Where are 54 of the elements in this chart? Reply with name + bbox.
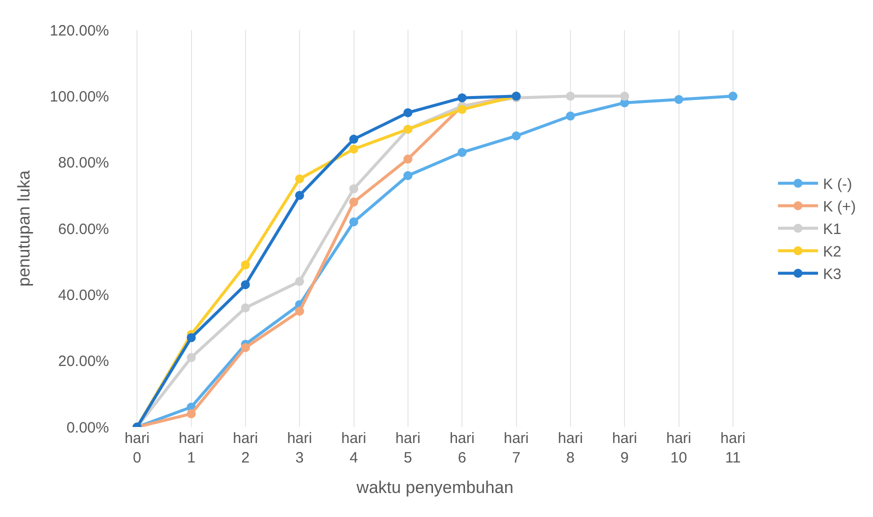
y-tick-label: 20.00% — [58, 353, 109, 370]
point — [349, 184, 358, 194]
y-tick-label: 40.00% — [58, 286, 109, 304]
point — [240, 280, 250, 290]
x-tick-label: hari 8 — [558, 430, 583, 466]
x-tick-label: hari 11 — [720, 430, 746, 466]
point — [458, 148, 467, 157]
legend-label: K (+) — [823, 198, 856, 216]
y-tick-label: 0.00% — [66, 419, 109, 436]
point — [512, 131, 521, 140]
point — [349, 198, 358, 207]
x-tick-label: hari 9 — [612, 430, 638, 466]
x-axis-title: waktu penyembuhan — [356, 478, 514, 497]
y-tick-label: 120.00% — [50, 22, 109, 40]
point — [620, 92, 630, 101]
x-tick-label: hari 6 — [450, 430, 475, 466]
point — [240, 343, 250, 352]
point — [566, 92, 575, 101]
point — [349, 144, 358, 154]
legend-label: K1 — [823, 221, 842, 238]
point — [458, 104, 467, 114]
legend-label: K2 — [823, 244, 842, 261]
point — [186, 333, 196, 342]
point — [295, 174, 304, 184]
y-tick-label: 100.00% — [50, 88, 109, 106]
point — [403, 108, 412, 118]
point — [566, 112, 575, 121]
point — [403, 171, 412, 180]
y-axis-title: penutupan luka — [14, 170, 34, 287]
y-tick-label: 80.00% — [58, 154, 109, 172]
point — [403, 154, 412, 164]
y-tick-label: 60.00% — [58, 220, 109, 238]
x-tick-label: hari 5 — [395, 430, 420, 466]
point — [728, 92, 738, 101]
x-tick-label: hari 7 — [504, 430, 529, 466]
legend-label: K (-) — [823, 176, 852, 194]
point — [240, 303, 250, 312]
point — [240, 260, 250, 270]
x-tick-label: hari 10 — [666, 430, 692, 466]
legend-label: K3 — [823, 266, 842, 284]
x-tick-label: hari 4 — [341, 430, 366, 466]
x-tick-label: hari 2 — [232, 430, 258, 466]
point — [349, 134, 358, 144]
point — [349, 217, 358, 226]
point — [295, 306, 304, 316]
point — [674, 94, 684, 104]
point — [186, 409, 196, 418]
point — [295, 190, 304, 200]
point — [458, 93, 467, 102]
point — [186, 353, 196, 362]
x-tick-label: hari 0 — [124, 430, 150, 466]
x-tick-label: hari 3 — [287, 430, 312, 466]
point — [295, 276, 304, 286]
x-tick-label: hari 1 — [178, 430, 204, 466]
